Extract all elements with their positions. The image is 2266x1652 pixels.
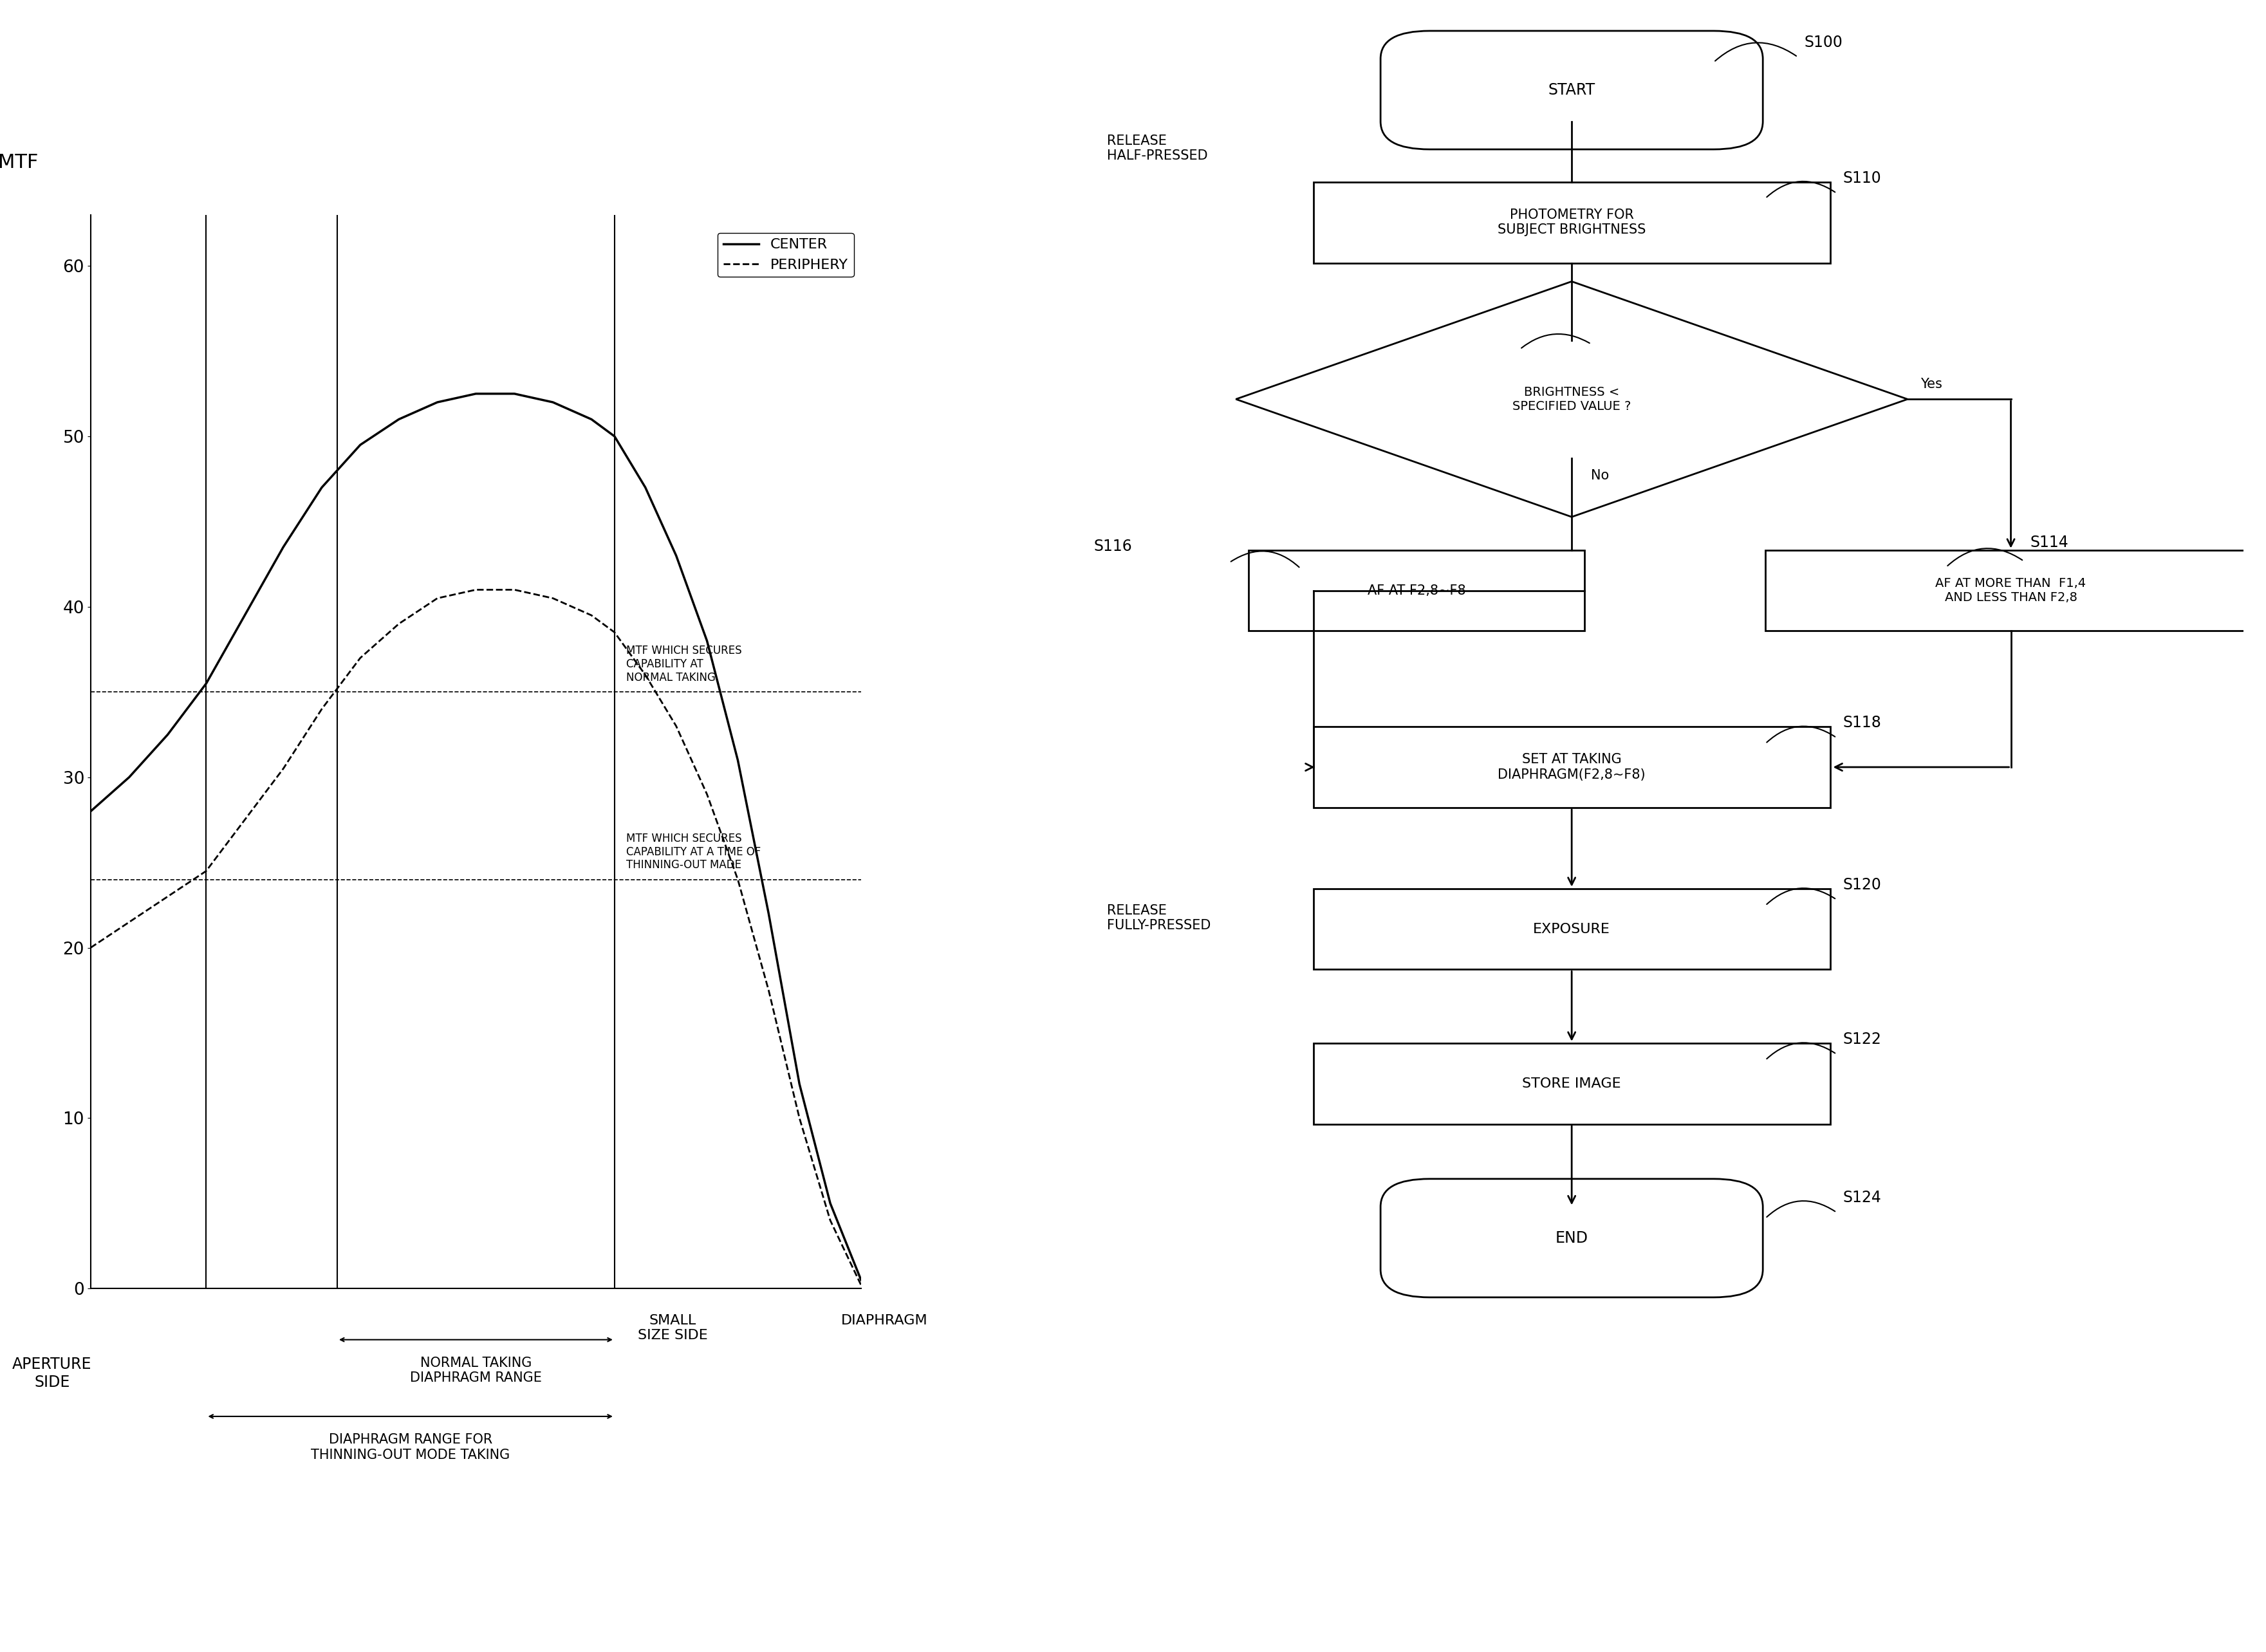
Text: S114: S114 bbox=[2030, 535, 2069, 550]
Text: S116: S116 bbox=[1094, 539, 1133, 553]
Polygon shape bbox=[1235, 281, 1908, 517]
Text: START: START bbox=[1548, 83, 1595, 97]
Text: STORE IMAGE: STORE IMAGE bbox=[1523, 1077, 1620, 1090]
Text: DIAPHRAGM RANGE FOR
THINNING-OUT MODE TAKING: DIAPHRAGM RANGE FOR THINNING-OUT MODE TA… bbox=[310, 1434, 510, 1462]
Bar bbox=[1249, 550, 1584, 631]
Text: END: END bbox=[1554, 1231, 1588, 1246]
Text: BRIGHTNESS <
SPECIFIED VALUE ?: BRIGHTNESS < SPECIFIED VALUE ? bbox=[1511, 387, 1632, 413]
Text: S120: S120 bbox=[1842, 877, 1881, 892]
Text: MTF WHICH SECURES
CAPABILITY AT A TIME OF
THINNING-OUT MADE: MTF WHICH SECURES CAPABILITY AT A TIME O… bbox=[625, 833, 761, 871]
Text: MTF WHICH SECURES
CAPABILITY AT
NORMAL TAKING: MTF WHICH SECURES CAPABILITY AT NORMAL T… bbox=[625, 646, 741, 684]
Text: AF AT MORE THAN  F1,4
AND LESS THAN F2,8: AF AT MORE THAN F1,4 AND LESS THAN F2,8 bbox=[1935, 577, 2087, 603]
Text: RELEASE
FULLY-PRESSED: RELEASE FULLY-PRESSED bbox=[1106, 904, 1210, 932]
Text: S110: S110 bbox=[1842, 170, 1881, 187]
Text: S118: S118 bbox=[1842, 715, 1881, 730]
Bar bbox=[1314, 889, 1831, 970]
Text: SMALL
SIZE SIDE: SMALL SIZE SIDE bbox=[637, 1313, 707, 1341]
Bar bbox=[1314, 727, 1831, 808]
FancyBboxPatch shape bbox=[1380, 31, 1763, 149]
Bar bbox=[1314, 182, 1831, 263]
Text: S124: S124 bbox=[1842, 1189, 1881, 1206]
Text: SET AT TAKING
DIAPHRAGM(F2,8~F8): SET AT TAKING DIAPHRAGM(F2,8~F8) bbox=[1498, 753, 1645, 781]
Legend: CENTER, PERIPHERY: CENTER, PERIPHERY bbox=[718, 233, 854, 278]
Text: NORMAL TAKING
DIAPHRAGM RANGE: NORMAL TAKING DIAPHRAGM RANGE bbox=[410, 1356, 542, 1384]
Text: EXPOSURE: EXPOSURE bbox=[1534, 922, 1611, 935]
Text: RELEASE
HALF-PRESSED: RELEASE HALF-PRESSED bbox=[1106, 134, 1208, 162]
Text: DIAPHRAGM: DIAPHRAGM bbox=[841, 1313, 927, 1327]
Text: S112: S112 bbox=[1598, 317, 1636, 334]
FancyBboxPatch shape bbox=[1380, 1180, 1763, 1297]
Text: S122: S122 bbox=[1842, 1032, 1881, 1047]
Bar bbox=[1314, 1042, 1831, 1123]
Text: No: No bbox=[1591, 469, 1609, 482]
Text: AF AT F2,8~F8: AF AT F2,8~F8 bbox=[1369, 585, 1466, 596]
Text: S100: S100 bbox=[1804, 35, 1842, 50]
Text: Yes: Yes bbox=[1919, 378, 1942, 392]
Text: APERTURE
SIDE: APERTURE SIDE bbox=[11, 1356, 93, 1389]
Text: MTF: MTF bbox=[0, 154, 39, 172]
Bar bbox=[1765, 550, 2257, 631]
Text: PHOTOMETRY FOR
SUBJECT BRIGHTNESS: PHOTOMETRY FOR SUBJECT BRIGHTNESS bbox=[1498, 208, 1645, 236]
